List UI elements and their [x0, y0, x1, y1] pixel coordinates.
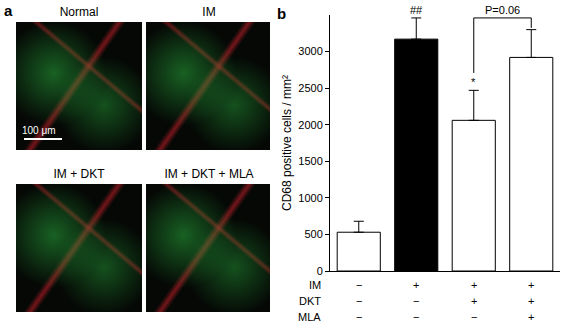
svg-text:−: − [471, 311, 477, 323]
svg-text:3000: 3000 [298, 45, 322, 57]
html-text:100 μm: 100 μm [22, 125, 56, 136]
svg-text:IM: IM [309, 279, 321, 291]
svg-text:2500: 2500 [298, 82, 322, 94]
svg-text:b: b [277, 5, 286, 22]
svg-text:−: − [356, 279, 362, 291]
svg-text:##: ## [410, 4, 423, 16]
html-text:IM: IM [202, 5, 216, 19]
svg-text:DKT: DKT [299, 295, 321, 307]
svg-text:+: + [471, 295, 477, 307]
svg-text:500: 500 [304, 228, 322, 240]
svg-text:1500: 1500 [298, 155, 322, 167]
svg-text:+: + [528, 295, 534, 307]
svg-text:P=0.06: P=0.06 [485, 4, 520, 16]
html-text:IM + DKT: IM + DKT [53, 167, 105, 181]
svg-text:MLA: MLA [298, 311, 321, 323]
svg-text:*: * [471, 76, 476, 88]
svg-text:−: − [356, 311, 362, 323]
svg-text:−: − [413, 295, 419, 307]
svg-text:1000: 1000 [298, 192, 322, 204]
svg-text:CD68 positive cells / mm²: CD68 positive cells / mm² [280, 75, 294, 211]
svg-text:+: + [471, 279, 477, 291]
html-text:a: a [4, 2, 13, 19]
svg-text:−: − [413, 311, 419, 323]
html-text:IM + DKT + MLA: IM + DKT + MLA [164, 167, 254, 181]
svg-text:+: + [413, 279, 419, 291]
html-text:Normal: Normal [59, 5, 99, 19]
svg-text:−: − [356, 295, 362, 307]
svg-text:2000: 2000 [298, 119, 322, 131]
svg-text:+: + [528, 279, 534, 291]
svg-text:0: 0 [317, 265, 323, 277]
svg-text:+: + [528, 311, 534, 323]
